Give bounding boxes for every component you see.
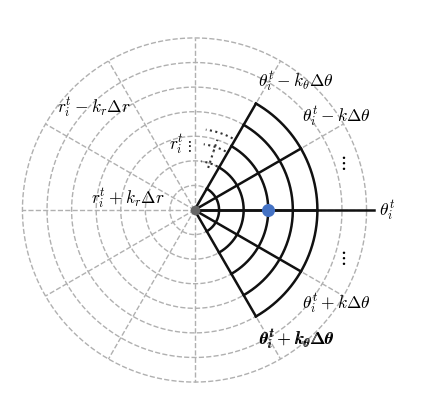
Text: $r_i^t$: $r_i^t$	[169, 133, 185, 156]
Point	[191, 207, 198, 213]
Text: $\vdots$: $\vdots$	[338, 248, 346, 268]
Text: $\theta_i^t - k_\theta\Delta\theta$: $\theta_i^t - k_\theta\Delta\theta$	[258, 69, 334, 93]
Text: $\theta_i^t$: $\theta_i^t$	[379, 198, 395, 222]
Text: $\theta_i^t - k_\theta\Delta\theta$: $\theta_i^t - k_\theta\Delta\theta$	[259, 327, 335, 351]
Point	[265, 207, 272, 213]
Text: $\theta_i^t + k_\theta\Delta\theta$: $\theta_i^t + k_\theta\Delta\theta$	[258, 327, 334, 351]
Text: $\theta_i^t + k\Delta\theta$: $\theta_i^t + k\Delta\theta$	[302, 292, 370, 315]
Text: $r_i^t - k_r\Delta r$: $r_i^t - k_r\Delta r$	[57, 96, 131, 119]
Text: $r_i^t + k_r\Delta r$: $r_i^t + k_r\Delta r$	[91, 186, 165, 210]
Text: $\theta_i^t - k\Delta\theta$: $\theta_i^t - k\Delta\theta$	[302, 105, 370, 128]
Text: $\vdots$: $\vdots$	[185, 139, 192, 154]
Text: $\vdots$: $\vdots$	[338, 152, 346, 172]
